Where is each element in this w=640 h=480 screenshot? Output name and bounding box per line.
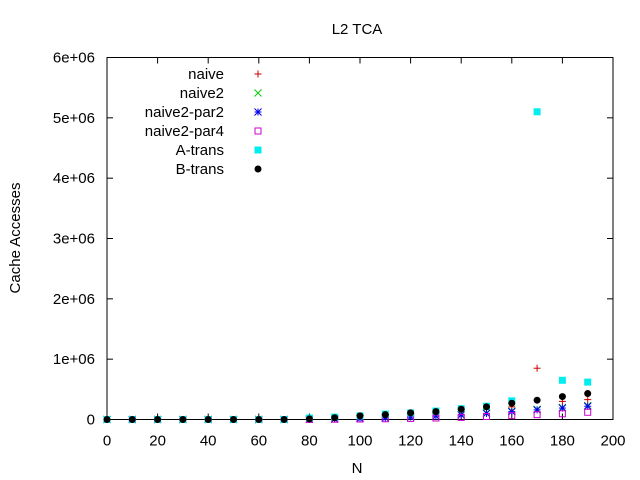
data-point <box>407 409 415 417</box>
legend-marker <box>254 108 262 116</box>
data-point <box>558 393 566 401</box>
data-point <box>508 399 516 407</box>
legend-marker <box>254 165 262 173</box>
data-point <box>558 410 566 418</box>
data-point <box>533 396 541 404</box>
data-point <box>483 412 490 420</box>
legend-label: naive <box>188 66 224 83</box>
data-point <box>457 413 465 421</box>
legend-marker <box>254 89 262 97</box>
x-tick-label: 20 <box>149 433 166 450</box>
chart-title: L2 TCA <box>332 21 383 38</box>
x-tick-label: 0 <box>103 433 111 450</box>
legend-label: B-trans <box>176 161 224 178</box>
series-B-trans <box>103 390 592 423</box>
y-tick-label: 4e+06 <box>53 170 95 187</box>
data-point <box>508 412 516 420</box>
legend-marker <box>254 70 262 78</box>
y-tick-label: 5e+06 <box>53 110 95 127</box>
data-point <box>584 378 592 386</box>
data-point <box>483 403 490 411</box>
legend-label: naive2-par4 <box>145 123 224 140</box>
series-naive2-par4 <box>103 408 592 423</box>
x-tick-label: 120 <box>398 433 423 450</box>
data-point <box>331 414 339 422</box>
x-tick-label: 180 <box>550 433 575 450</box>
data-point <box>204 416 212 423</box>
data-point <box>584 396 592 404</box>
data-point <box>381 411 389 419</box>
data-point <box>584 390 592 398</box>
data-point <box>584 408 592 416</box>
y-axis: 0 1e+06 2e+06 3e+06 4e+06 5e+06 6e+06 <box>53 50 613 429</box>
data-point <box>128 416 136 423</box>
data-point <box>432 408 440 416</box>
x-tick-label: 60 <box>250 433 267 450</box>
data-point <box>255 416 263 423</box>
data-marks <box>103 108 592 424</box>
x-tick-label: 40 <box>200 433 217 450</box>
data-point <box>507 407 516 416</box>
legend-marker <box>254 127 262 135</box>
legend-label: naive2-par2 <box>145 104 224 121</box>
x-axis-label: N <box>352 460 363 477</box>
legend-label: naive2 <box>180 85 224 102</box>
y-tick-label: 1e+06 <box>53 351 95 368</box>
data-point <box>533 405 541 414</box>
data-point <box>533 108 541 116</box>
data-point <box>230 416 237 423</box>
x-tick-label: 160 <box>499 433 524 450</box>
data-point <box>533 411 541 419</box>
y-tick-label: 3e+06 <box>53 231 95 248</box>
y-tick-label: 2e+06 <box>53 291 95 308</box>
x-tick-label: 80 <box>301 433 318 450</box>
y-tick-label: 6e+06 <box>53 50 95 67</box>
data-point <box>533 364 541 372</box>
series-naive <box>103 364 592 423</box>
legend-label: A-trans <box>176 142 224 159</box>
data-point <box>457 405 465 413</box>
data-point <box>179 416 187 423</box>
x-tick-label: 140 <box>449 433 474 450</box>
x-axis: 0 20 40 60 80 100 120 140 160 180 200 <box>103 57 626 450</box>
legend: naive naive2 naive2-par2 naive2-par4 A-trans… <box>145 66 262 178</box>
data-point <box>356 412 364 420</box>
y-axis-label: Cache Accesses <box>7 183 24 294</box>
data-point <box>305 415 313 423</box>
data-point <box>558 376 566 384</box>
data-point <box>154 416 162 423</box>
data-point <box>280 416 288 423</box>
legend-marker <box>254 146 262 154</box>
y-tick-label: 0 <box>87 412 95 429</box>
data-point <box>103 416 111 423</box>
data-point <box>583 402 592 411</box>
x-tick-label: 100 <box>347 433 372 450</box>
x-tick-label: 200 <box>600 433 625 450</box>
